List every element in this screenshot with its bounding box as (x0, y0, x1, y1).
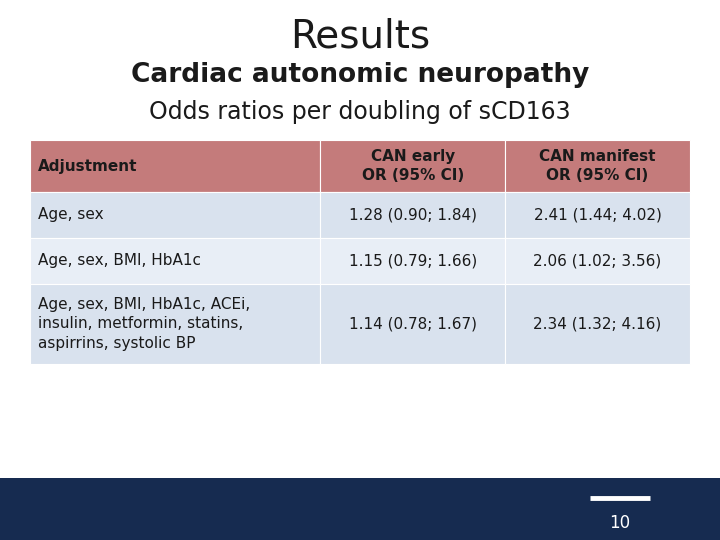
Text: CAN early
OR (95% CI): CAN early OR (95% CI) (361, 149, 464, 183)
Text: CAN manifest
OR (95% CI): CAN manifest OR (95% CI) (539, 149, 656, 183)
Text: Age, sex, BMI, HbA1c: Age, sex, BMI, HbA1c (38, 253, 201, 268)
Bar (30, 140, 320, 192)
Bar (505, 140, 690, 192)
Bar (0, 478, 720, 540)
Text: 10: 10 (609, 514, 631, 532)
Text: Odds ratios per doubling of sCD163: Odds ratios per doubling of sCD163 (149, 100, 571, 124)
Text: 2.34 (1.32; 4.16): 2.34 (1.32; 4.16) (534, 316, 662, 332)
Text: 2.06 (1.02; 3.56): 2.06 (1.02; 3.56) (534, 253, 662, 268)
Text: Age, sex: Age, sex (38, 207, 104, 222)
Text: 2.41 (1.44; 4.02): 2.41 (1.44; 4.02) (534, 207, 662, 222)
Text: Age, sex, BMI, HbA1c, ACEi,
insulin, metformin, statins,
aspirrins, systolic BP: Age, sex, BMI, HbA1c, ACEi, insulin, met… (38, 298, 251, 350)
Bar (320, 284, 505, 364)
Text: Adjustment: Adjustment (38, 159, 138, 173)
Bar (505, 238, 690, 284)
Bar (320, 140, 505, 192)
Bar (30, 284, 320, 364)
Text: Cardiac autonomic neuropathy: Cardiac autonomic neuropathy (131, 62, 589, 88)
Bar (505, 284, 690, 364)
Text: 1.28 (0.90; 1.84): 1.28 (0.90; 1.84) (348, 207, 477, 222)
Bar (30, 192, 320, 238)
Bar (505, 192, 690, 238)
Text: Results: Results (290, 18, 430, 56)
Text: 1.15 (0.79; 1.66): 1.15 (0.79; 1.66) (348, 253, 477, 268)
Text: 1.14 (0.78; 1.67): 1.14 (0.78; 1.67) (348, 316, 477, 332)
Bar (320, 238, 505, 284)
Bar (30, 238, 320, 284)
Bar (320, 192, 505, 238)
